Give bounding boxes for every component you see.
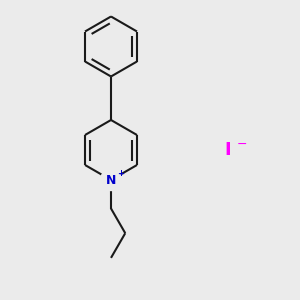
Circle shape xyxy=(100,169,122,190)
Text: +: + xyxy=(117,169,124,178)
Text: −: − xyxy=(236,138,247,151)
Text: I: I xyxy=(225,141,231,159)
Text: N: N xyxy=(106,173,116,187)
